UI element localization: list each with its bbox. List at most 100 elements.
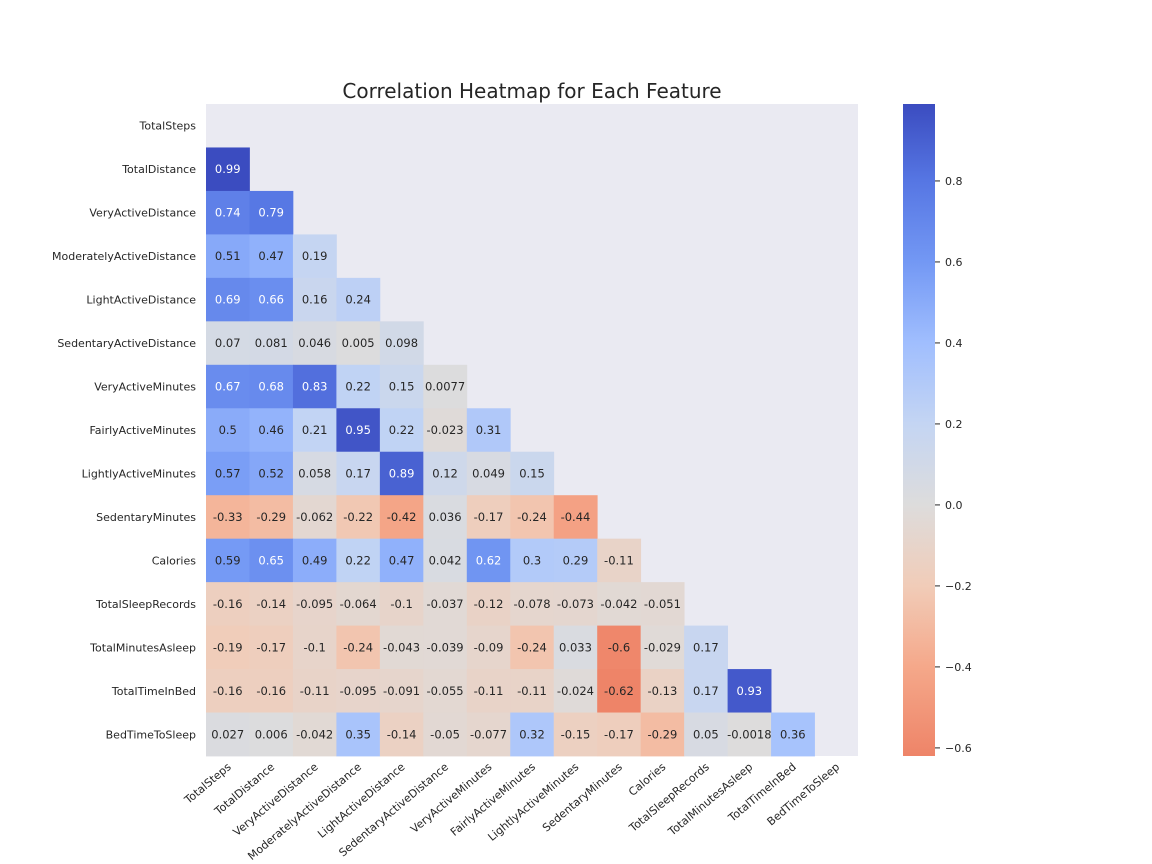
- heatmap-cell: [292, 669, 337, 713]
- cell-value-label: 0.5: [219, 423, 237, 437]
- heatmap-cell: [727, 669, 772, 713]
- colorbar-tick-label: −0.4: [945, 661, 972, 674]
- heatmap-cell: [336, 582, 381, 626]
- cell-value-label: 0.79: [258, 206, 284, 220]
- cell-value-label: 0.05: [693, 727, 719, 741]
- cell-value-label: 0.3: [523, 553, 541, 567]
- heatmap-cell: [249, 364, 294, 409]
- heatmap-cell: [336, 625, 381, 670]
- cell-value-label: -0.095: [296, 597, 333, 611]
- heatmap-cell: [292, 321, 337, 366]
- row-tick-label: LightlyActiveMinutes: [82, 467, 197, 480]
- heatmap-cell: [597, 582, 642, 626]
- heatmap-cell: [336, 495, 381, 540]
- heatmap-cell: [510, 582, 555, 626]
- heatmap-cell: [206, 582, 250, 626]
- heatmap-cell: [379, 451, 424, 496]
- cell-value-label: -0.12: [474, 597, 504, 611]
- cell-value-label: -0.043: [383, 640, 420, 654]
- cell-value-label: -0.039: [427, 640, 464, 654]
- heatmap-cell: [249, 712, 294, 757]
- cell-value-label: -0.0018: [727, 727, 771, 741]
- row-tick-label: LightActiveDistance: [86, 294, 196, 307]
- heatmap-cell: [206, 321, 250, 366]
- cell-value-label: -0.023: [427, 423, 464, 437]
- cell-value-label: 0.15: [389, 380, 415, 394]
- cell-value-label: -0.16: [213, 597, 243, 611]
- row-tick-label: SedentaryActiveDistance: [57, 337, 196, 350]
- heatmap-cell: [423, 495, 468, 540]
- cell-value-label: -0.064: [340, 597, 377, 611]
- cell-value-label: -0.1: [390, 597, 412, 611]
- heatmap-cell: [249, 538, 294, 583]
- heatmap-cell: [249, 321, 294, 366]
- cell-value-label: 0.24: [345, 293, 371, 307]
- cell-value-label: 0.29: [563, 553, 589, 567]
- cell-value-label: -0.33: [213, 510, 243, 524]
- heatmap-cell: [206, 147, 250, 192]
- heatmap-cell: [379, 712, 424, 757]
- heatmap-cell: [292, 234, 337, 279]
- cell-value-label: 0.99: [215, 162, 241, 176]
- heatmap-cell: [423, 625, 468, 670]
- heatmap-cell: [510, 538, 555, 583]
- heatmap-cell: [379, 364, 424, 409]
- cell-value-label: 0.042: [429, 553, 462, 567]
- cell-value-label: -0.29: [648, 727, 678, 741]
- heatmap-cell: [553, 538, 598, 583]
- cell-value-label: 0.081: [255, 336, 288, 350]
- column-labels: TotalStepsTotalDistanceVeryActiveDistanc…: [181, 760, 842, 863]
- cell-value-label: 0.22: [345, 553, 371, 567]
- cell-value-label: -0.17: [474, 510, 504, 524]
- heatmap-cell: [206, 451, 250, 496]
- heatmap-cell: [249, 625, 294, 670]
- cell-value-label: 0.006: [255, 727, 288, 741]
- row-tick-label: TotalDistance: [121, 163, 196, 176]
- heatmap-cell: [336, 364, 381, 409]
- heatmap-cell: [553, 495, 598, 540]
- heatmap-cell: [466, 538, 511, 583]
- column-tick-label: VeryActiveMinutes: [408, 760, 495, 836]
- cell-value-label: 0.59: [215, 553, 241, 567]
- cell-value-label: -0.073: [557, 597, 594, 611]
- heatmap-cell: [206, 625, 250, 670]
- cell-value-label: 0.12: [432, 466, 458, 480]
- heatmap-cell: [206, 538, 250, 583]
- heatmap-cell: [553, 669, 598, 713]
- heatmap-cell: [379, 538, 424, 583]
- colorbar-tick-label: 0.8: [945, 175, 963, 188]
- cell-value-label: 0.36: [780, 727, 806, 741]
- row-tick-label: VeryActiveMinutes: [94, 381, 196, 394]
- cell-value-label: -0.15: [561, 727, 591, 741]
- heatmap-cell: [423, 538, 468, 583]
- heatmap-cell: [640, 712, 685, 757]
- cell-value-label: 0.027: [211, 727, 244, 741]
- cell-value-label: -0.17: [604, 727, 634, 741]
- cell-value-label: 0.17: [693, 684, 719, 698]
- cell-value-label: 0.83: [302, 380, 328, 394]
- cell-value-label: 0.22: [389, 423, 415, 437]
- heatmap-cell: [249, 234, 294, 279]
- cell-value-label: -0.042: [296, 727, 333, 741]
- cell-value-label: 0.005: [342, 336, 375, 350]
- cell-value-label: -0.078: [513, 597, 550, 611]
- cell-value-label: 0.22: [345, 380, 371, 394]
- cell-value-label: -0.6: [608, 640, 630, 654]
- heatmap-cell: [249, 277, 294, 322]
- heatmap-cell: [292, 277, 337, 322]
- heatmap-cell: [423, 582, 468, 626]
- heatmap-cell: [206, 277, 250, 322]
- cell-value-label: 0.68: [258, 380, 284, 394]
- cell-value-label: -0.05: [430, 727, 460, 741]
- cell-value-label: 0.57: [215, 466, 241, 480]
- cell-value-label: -0.19: [213, 640, 243, 654]
- heatmap-cell: [249, 582, 294, 626]
- heatmap-cell: [336, 669, 381, 713]
- heatmap-cell: [336, 321, 381, 366]
- row-tick-label: SedentaryMinutes: [96, 511, 196, 524]
- cell-value-label: -0.44: [561, 510, 591, 524]
- cell-value-label: 0.036: [429, 510, 462, 524]
- heatmap-cell: [597, 669, 642, 713]
- heatmap-cell: [423, 712, 468, 757]
- cell-value-label: 0.07: [215, 336, 241, 350]
